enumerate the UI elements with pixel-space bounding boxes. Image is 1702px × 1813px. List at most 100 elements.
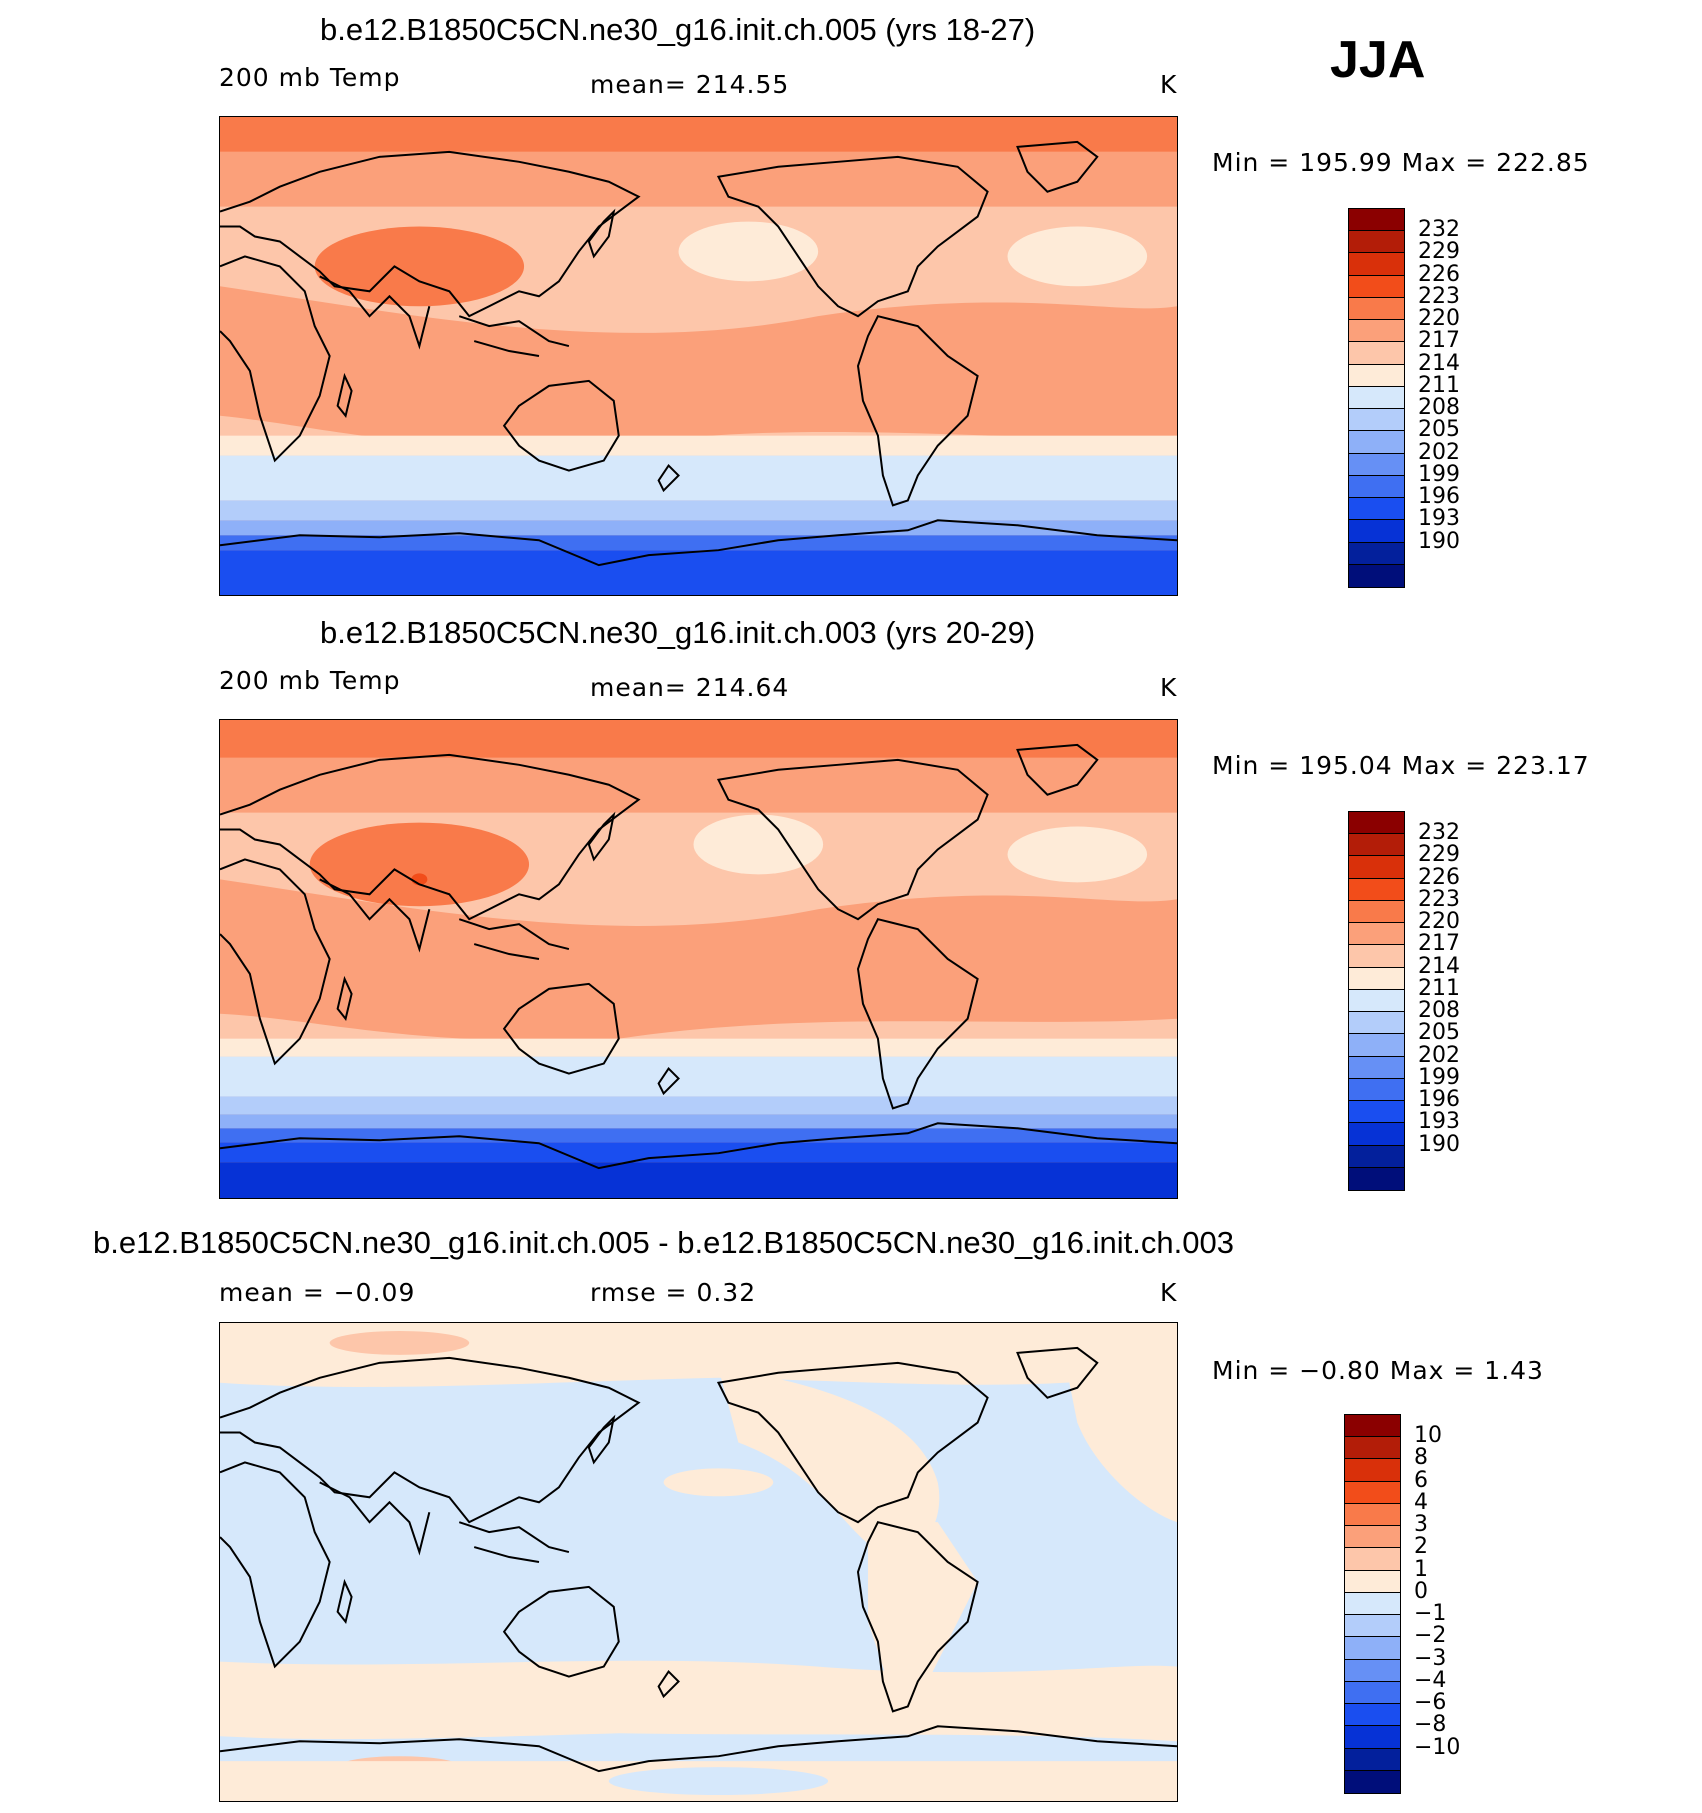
colorbar-tick-label: −10	[1414, 1734, 1461, 1760]
colorbar-swatch	[1349, 900, 1404, 924]
colorbar-swatch	[1349, 320, 1404, 343]
colorbar-tick-label: 3	[1414, 1512, 1428, 1538]
panel-3-units-label: K	[1160, 1278, 1178, 1307]
colorbar-tick-label: 232	[1418, 217, 1460, 243]
colorbar-swatch	[1349, 1101, 1404, 1124]
panel-3-minmax-label: Min = −0.80 Max = 1.43	[1212, 1356, 1544, 1385]
panel-3-title: b.e12.B1850C5CN.ne30_g16.init.ch.005 - b…	[93, 1225, 1234, 1260]
panel-2-title: b.e12.B1850C5CN.ne30_g16.init.ch.003 (yr…	[320, 615, 1036, 650]
colorbar-tick-label: 217	[1418, 328, 1460, 354]
colorbar-tick-label: −3	[1414, 1645, 1447, 1671]
panel-3-map	[219, 1322, 1178, 1802]
colorbar-swatch	[1349, 1012, 1404, 1035]
panel-1-minmax-label: Min = 195.99 Max = 222.85	[1212, 148, 1590, 177]
colorbar-tick-label: 202	[1418, 439, 1460, 465]
panel-2-variable-label: 200 mb Temp	[219, 666, 401, 695]
colorbar-swatch	[1345, 1459, 1400, 1482]
colorbar-swatch	[1349, 878, 1404, 901]
colorbar-tick-label: 193	[1418, 506, 1460, 532]
panel-3-mean-label: mean = −0.09	[219, 1278, 416, 1307]
colorbar-swatch	[1349, 231, 1404, 254]
colorbar-tick-label: 205	[1418, 417, 1460, 443]
colorbar-tick-label: 8	[1414, 1445, 1428, 1471]
panel-2-minmax-label: Min = 195.04 Max = 223.17	[1212, 751, 1590, 780]
colorbar-tick-label: 10	[1414, 1423, 1442, 1449]
colorbar-swatch	[1349, 967, 1404, 990]
colorbar-swatch	[1349, 812, 1404, 835]
colorbar-tick-label: 4	[1414, 1489, 1428, 1515]
colorbar-swatch	[1345, 1681, 1400, 1705]
colorbar-swatch	[1349, 542, 1404, 565]
colorbar-swatch	[1345, 1526, 1400, 1549]
colorbar-swatch	[1349, 989, 1404, 1013]
colorbar-swatch	[1349, 564, 1404, 587]
colorbar-swatch	[1349, 297, 1404, 321]
colorbar-tick-label: 220	[1418, 306, 1460, 332]
panel-1-mean-label: mean= 214.55	[590, 70, 790, 99]
colorbar-tick-label: 211	[1418, 372, 1460, 398]
colorbar-swatch	[1349, 342, 1404, 365]
colorbar-swatch	[1349, 1056, 1404, 1079]
colorbar-tick-label: 208	[1418, 395, 1460, 421]
colorbar-swatch	[1345, 1726, 1400, 1749]
colorbar-tick-label: −4	[1414, 1667, 1447, 1693]
colorbar-swatch	[1349, 453, 1404, 476]
panel-2-mean-label: mean= 214.64	[590, 673, 790, 702]
panel-1-colorbar	[1348, 208, 1405, 588]
colorbar-swatch	[1349, 386, 1404, 410]
colorbar-tick-label: 229	[1418, 842, 1460, 868]
colorbar-swatch	[1349, 856, 1404, 879]
panel-3-colorbar	[1344, 1414, 1401, 1794]
colorbar-swatch	[1345, 1437, 1400, 1460]
panel-3-rmse-label: rmse = 0.32	[590, 1278, 757, 1307]
colorbar-swatch	[1349, 1034, 1404, 1057]
colorbar-swatch	[1345, 1592, 1400, 1616]
colorbar-tick-label: 220	[1418, 909, 1460, 935]
colorbar-tick-label: 190	[1418, 528, 1460, 554]
panel-1-units-label: K	[1160, 70, 1178, 99]
colorbar-swatch	[1349, 1145, 1404, 1168]
colorbar-swatch	[1349, 409, 1404, 432]
colorbar-swatch	[1349, 275, 1404, 298]
colorbar-swatch	[1345, 1415, 1400, 1438]
colorbar-swatch	[1345, 1570, 1400, 1593]
colorbar-tick-label: −6	[1414, 1690, 1447, 1716]
colorbar-swatch	[1349, 945, 1404, 968]
season-label: JJA	[1330, 31, 1426, 89]
colorbar-swatch	[1349, 431, 1404, 454]
colorbar-tick-label: 199	[1418, 461, 1460, 487]
panel-1-title: b.e12.B1850C5CN.ne30_g16.init.ch.005 (yr…	[320, 12, 1036, 47]
colorbar-tick-label: 199	[1418, 1064, 1460, 1090]
colorbar-tick-label: 232	[1418, 820, 1460, 846]
colorbar-tick-label: 6	[1414, 1467, 1428, 1493]
colorbar-tick-label: 2	[1414, 1534, 1428, 1560]
colorbar-tick-label: 217	[1418, 931, 1460, 957]
colorbar-tick-label: 0	[1414, 1578, 1428, 1604]
panel-1-map	[219, 116, 1178, 596]
colorbar-tick-label: 208	[1418, 998, 1460, 1024]
colorbar-swatch	[1345, 1548, 1400, 1571]
colorbar-swatch	[1349, 923, 1404, 946]
colorbar-swatch	[1345, 1481, 1400, 1504]
panel-2-map	[219, 719, 1178, 1199]
colorbar-tick-label: 211	[1418, 975, 1460, 1001]
colorbar-swatch	[1345, 1659, 1400, 1682]
colorbar-swatch	[1349, 1123, 1404, 1146]
colorbar-tick-label: 226	[1418, 261, 1460, 287]
colorbar-tick-label: 214	[1418, 350, 1460, 376]
colorbar-swatch	[1345, 1748, 1400, 1771]
colorbar-tick-label: 226	[1418, 864, 1460, 890]
colorbar-swatch	[1345, 1615, 1400, 1638]
colorbar-tick-label: 193	[1418, 1109, 1460, 1135]
panel-1-variable-label: 200 mb Temp	[219, 63, 401, 92]
colorbar-tick-label: −8	[1414, 1712, 1447, 1738]
colorbar-swatch	[1349, 209, 1404, 232]
colorbar-swatch	[1349, 498, 1404, 521]
colorbar-tick-label: 190	[1418, 1131, 1460, 1157]
colorbar-tick-label: −1	[1414, 1601, 1447, 1627]
colorbar-swatch	[1349, 253, 1404, 276]
colorbar-tick-label: 205	[1418, 1020, 1460, 1046]
colorbar-swatch	[1349, 834, 1404, 857]
colorbar-tick-label: 1	[1414, 1556, 1428, 1582]
colorbar-swatch	[1349, 520, 1404, 543]
